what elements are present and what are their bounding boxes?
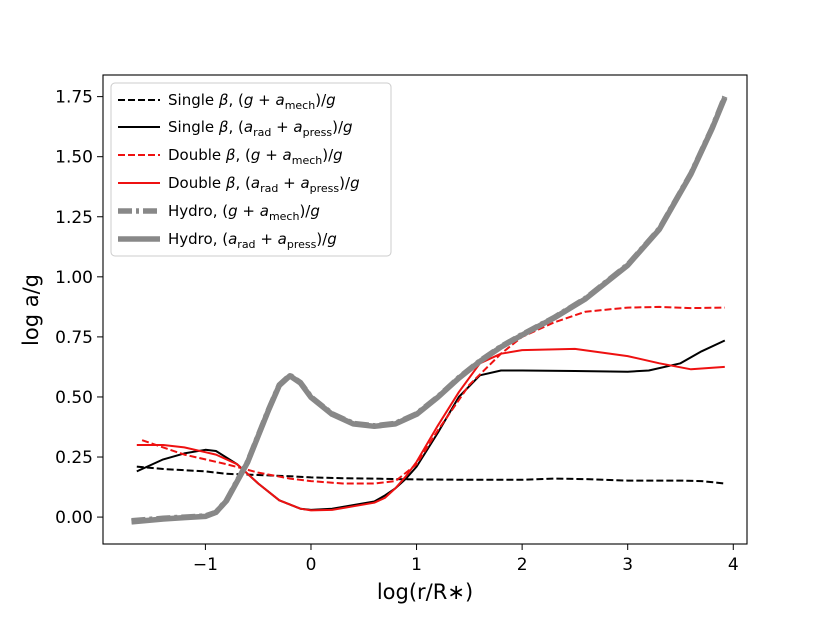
legend: Single β, (g + amech)/g Single β, (arad … — [110, 82, 392, 257]
series-line-4 — [136, 347, 725, 512]
series-line-2 — [136, 339, 726, 511]
x-axis-label: log(r/R∗) — [377, 580, 473, 604]
series-line-6 — [131, 96, 728, 525]
y-tick-label: 1.75 — [55, 88, 93, 108]
plot-frame — [102, 74, 748, 545]
y-tick-label: 1.00 — [55, 268, 93, 288]
y-tick-label: 0.00 — [55, 508, 93, 528]
y-tick-label: 0.25 — [55, 448, 93, 468]
y-tick-label: 1.25 — [55, 208, 93, 228]
x-tick-label: 4 — [728, 555, 739, 575]
legend-box — [110, 82, 392, 257]
x-tick-label: 0 — [306, 555, 317, 575]
y-tick-label: 1.50 — [55, 148, 93, 168]
y-ticks: 0.00 0.25 0.50 0.75 1.00 1.25 1.50 1.75 — [55, 88, 103, 528]
x-tick-label: 2 — [517, 555, 528, 575]
series-line-1 — [136, 465, 725, 485]
x-ticks: −1 0 1 2 3 4 — [193, 544, 739, 575]
x-tick-label: 1 — [411, 555, 422, 575]
y-axis-label: log a/g — [19, 274, 43, 346]
series-layer — [131, 95, 728, 525]
x-tick-label: −1 — [193, 555, 218, 575]
y-tick-label: 0.75 — [55, 328, 93, 348]
series-line-3 — [141, 305, 725, 485]
y-tick-label: 0.50 — [55, 388, 93, 408]
x-tick-label: 3 — [622, 555, 633, 575]
